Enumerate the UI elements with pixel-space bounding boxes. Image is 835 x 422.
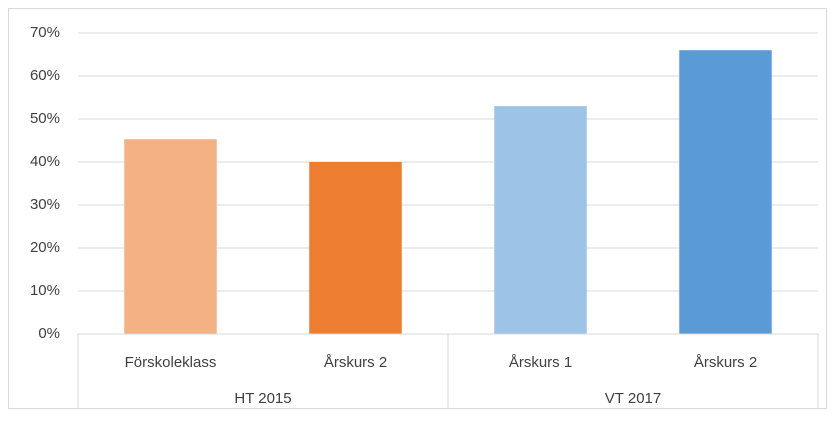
x-tick-label: Årskurs 1: [509, 354, 572, 371]
bar: [494, 106, 587, 334]
group-label: VT 2017: [605, 390, 661, 407]
y-tick-label: 20%: [30, 239, 60, 256]
bar: [309, 162, 402, 334]
x-tick-label: Årskurs 2: [694, 354, 757, 371]
y-tick-label: 60%: [30, 67, 60, 84]
y-tick-label: 40%: [30, 153, 60, 170]
bar: [679, 50, 772, 334]
y-tick-label: 10%: [30, 282, 60, 299]
group-label: HT 2015: [234, 390, 291, 407]
bar: [124, 139, 217, 334]
x-tick-label: Förskoleklass: [125, 354, 217, 371]
y-tick-label: 0%: [38, 325, 60, 342]
x-tick-label: Årskurs 2: [324, 354, 387, 371]
y-tick-label: 50%: [30, 110, 60, 127]
y-tick-label: 30%: [30, 196, 60, 213]
y-tick-label: 70%: [30, 24, 60, 41]
